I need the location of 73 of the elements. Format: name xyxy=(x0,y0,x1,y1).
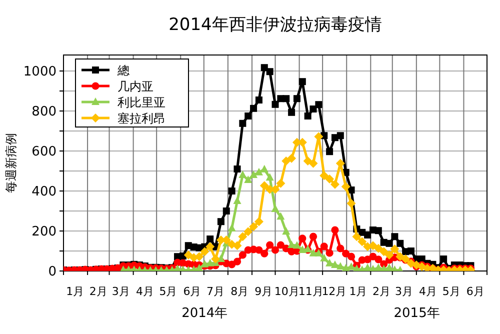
chart-title: 2014年西非伊波拉病毒疫情 xyxy=(168,15,382,35)
point xyxy=(384,250,394,260)
y-tick-label: 800 xyxy=(32,104,56,120)
y-tick-label: 400 xyxy=(32,184,56,200)
point xyxy=(379,247,388,256)
x-tick-label: 12月 xyxy=(322,285,347,298)
point xyxy=(298,246,306,253)
point xyxy=(276,178,286,188)
x-tick-label: 2月 xyxy=(89,285,108,298)
y-tick-label: 1000 xyxy=(23,64,56,80)
legend-label: 利比里亚 xyxy=(118,96,166,110)
point xyxy=(250,170,258,178)
y-tick-label: 600 xyxy=(32,144,56,160)
legend-label: 塞拉利昂 xyxy=(118,112,166,126)
point xyxy=(282,156,291,166)
point xyxy=(200,260,209,268)
x-tick-label: 4月 xyxy=(419,285,438,298)
point xyxy=(320,254,328,262)
text: 2014年 xyxy=(182,306,228,321)
point xyxy=(308,158,318,168)
y-axis-title: 每週新病例 xyxy=(4,133,18,193)
point xyxy=(260,181,269,190)
point xyxy=(200,247,210,256)
point xyxy=(374,244,383,253)
x-tick-label: 6月 xyxy=(183,285,202,298)
point xyxy=(211,254,220,264)
x-tick-label: 1月 xyxy=(349,285,368,298)
point xyxy=(254,217,264,226)
point xyxy=(352,232,362,242)
x-tick-label: 2月 xyxy=(372,285,391,298)
point xyxy=(233,196,242,204)
point xyxy=(238,170,247,178)
x-tick-label: 1月 xyxy=(66,285,84,298)
x-tick-label: 7月 xyxy=(206,285,225,298)
x-tick-label: 6月 xyxy=(466,285,484,298)
point xyxy=(390,244,400,254)
point xyxy=(358,237,367,246)
point xyxy=(244,176,252,183)
point xyxy=(341,182,350,192)
x-tick-label: 10月 xyxy=(274,285,300,298)
point xyxy=(292,241,301,249)
point xyxy=(325,174,334,184)
point xyxy=(206,242,215,252)
point xyxy=(282,227,290,235)
point xyxy=(287,154,296,163)
x-tick-label: 3月 xyxy=(112,285,130,298)
x-tick-label: 5月 xyxy=(442,285,460,298)
point xyxy=(232,241,242,250)
x-tick-label: 3月 xyxy=(395,285,414,298)
legend-label: 總 xyxy=(116,64,130,78)
point xyxy=(249,222,258,232)
x-tick-label: 9月 xyxy=(254,285,273,298)
y-tick-label: 0 xyxy=(48,264,56,280)
point xyxy=(330,260,339,268)
point xyxy=(320,171,329,180)
point xyxy=(346,198,356,208)
point xyxy=(276,212,285,220)
point xyxy=(244,227,253,236)
point xyxy=(330,180,340,189)
x-tick-label: 11月 xyxy=(298,285,324,298)
point xyxy=(266,173,274,181)
text: 2015年 xyxy=(394,306,440,321)
point xyxy=(271,204,280,212)
x-tick-label: 8月 xyxy=(230,285,249,298)
point xyxy=(228,224,236,232)
x-tick-label: 5月 xyxy=(159,285,178,298)
x-tick-label: 4月 xyxy=(136,285,154,298)
y-tick-label: 200 xyxy=(32,224,56,240)
legend-label: 几内亚 xyxy=(118,80,154,94)
point xyxy=(336,262,344,270)
point xyxy=(238,232,248,242)
point xyxy=(184,250,193,260)
point xyxy=(303,156,312,166)
